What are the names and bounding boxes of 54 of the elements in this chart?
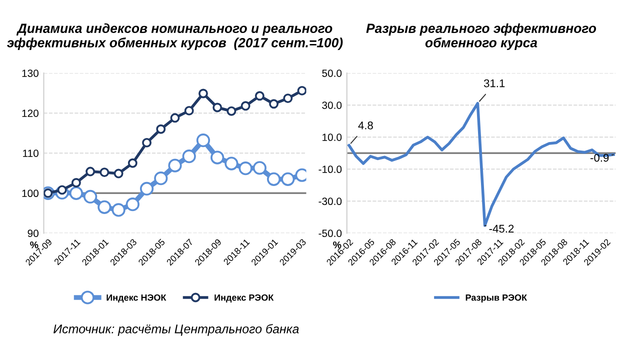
data-label: 4.8 bbox=[358, 121, 373, 130]
y-tick-label: 100 bbox=[22, 190, 38, 198]
point bbox=[168, 158, 182, 172]
point bbox=[224, 156, 238, 170]
y-tick-label: 120 bbox=[22, 110, 38, 117]
y-tick-label: 90 bbox=[28, 230, 38, 238]
point bbox=[196, 134, 210, 148]
point bbox=[283, 94, 293, 104]
y-tick-label: 130 bbox=[22, 70, 38, 77]
point bbox=[84, 190, 98, 204]
point bbox=[140, 182, 154, 196]
point bbox=[297, 86, 306, 96]
point bbox=[154, 172, 168, 186]
point bbox=[184, 106, 194, 116]
data-label: -45.2 bbox=[489, 224, 514, 233]
text: Источник: расчёты Центрального банка bbox=[54, 324, 299, 336]
point bbox=[226, 106, 236, 116]
point bbox=[128, 158, 138, 168]
point bbox=[266, 172, 281, 186]
legend-label: Разрыв РЭОК bbox=[466, 294, 528, 303]
y-tick-label: -10.0 bbox=[318, 166, 342, 174]
point bbox=[254, 91, 264, 101]
data-label: 31.1 bbox=[484, 79, 505, 88]
chart-title: Разрыв реального эффективного обменного курса bbox=[366, 23, 596, 50]
legend-label: Индекс НЭОК bbox=[106, 294, 166, 302]
point bbox=[126, 198, 140, 212]
data-label: -0.9 bbox=[590, 154, 609, 162]
chart-title: Динамика индексов номинального и реального эффективных обменных курсов (2017 сент.=100) bbox=[7, 23, 343, 50]
point bbox=[98, 200, 112, 214]
point bbox=[71, 178, 81, 188]
point bbox=[198, 88, 208, 98]
point bbox=[240, 101, 250, 111]
point bbox=[170, 113, 180, 123]
point bbox=[281, 172, 295, 186]
point bbox=[86, 166, 96, 176]
point bbox=[69, 186, 84, 200]
y-tick-label: 110 bbox=[23, 150, 38, 157]
y-tick-label: 50.0 bbox=[322, 70, 342, 77]
point bbox=[142, 138, 152, 148]
point bbox=[238, 162, 252, 176]
point bbox=[252, 161, 266, 175]
point bbox=[100, 168, 110, 178]
point bbox=[269, 99, 279, 109]
point bbox=[212, 102, 222, 112]
point bbox=[182, 150, 196, 164]
y-tick-label: -30.0 bbox=[318, 198, 342, 206]
point bbox=[112, 203, 126, 217]
y-tick-label: 30.0 bbox=[322, 102, 342, 109]
legend-label: Индекс РЭОК bbox=[214, 294, 274, 302]
y-tick-label: 10.0 bbox=[322, 134, 342, 141]
point bbox=[114, 168, 124, 178]
point bbox=[210, 150, 224, 164]
point bbox=[156, 124, 166, 134]
y-tick-label: -50.0 bbox=[318, 230, 342, 238]
